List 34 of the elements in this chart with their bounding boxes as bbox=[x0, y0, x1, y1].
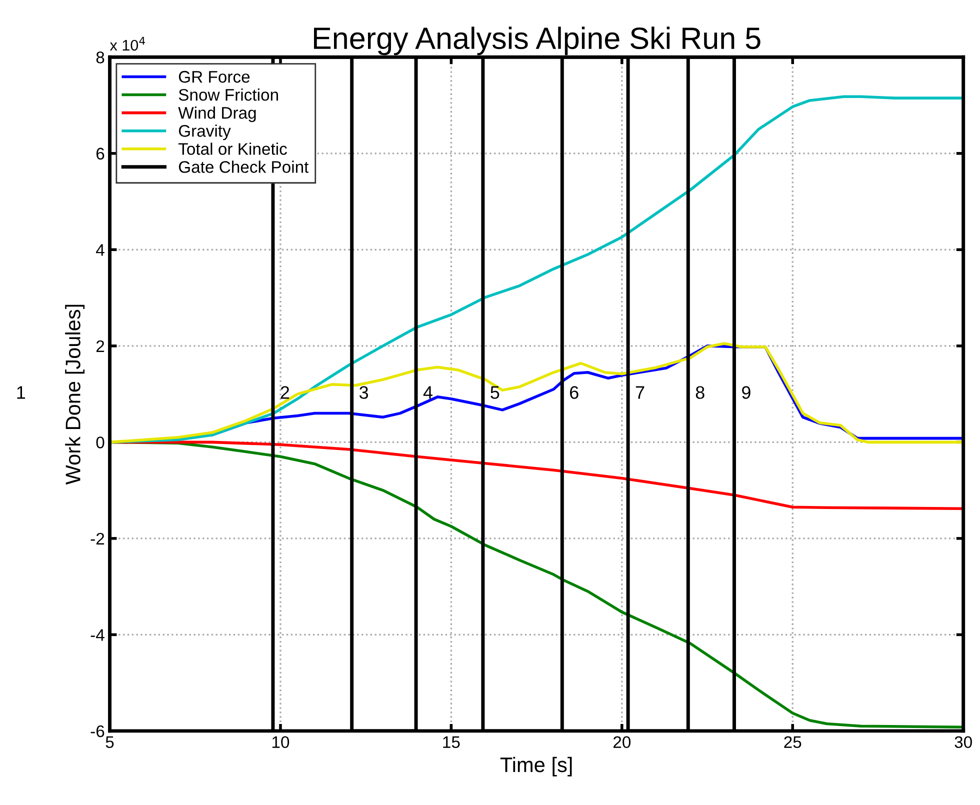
legend-label: Snow Friction bbox=[178, 88, 278, 101]
y-tick-label: 8 bbox=[96, 52, 104, 64]
y-axis-title: Work Done [Joules] bbox=[65, 304, 85, 485]
chart-title: Energy Analysis Alpine Ski Run 5 bbox=[314, 26, 760, 56]
y-tick-label: 2 bbox=[96, 340, 104, 352]
x-tick-label: 25 bbox=[784, 736, 802, 748]
x-tick-label: 20 bbox=[613, 736, 631, 748]
text: x 10$^{4}$ bbox=[110, 36, 145, 51]
legend-label: Total or Kinetic bbox=[178, 142, 287, 155]
y-tick-label: -2 bbox=[90, 532, 104, 544]
text: 1 bbox=[17, 386, 26, 399]
x-tick-label: 15 bbox=[443, 736, 460, 748]
annotation: 8 bbox=[696, 386, 704, 399]
annotation: 5 bbox=[490, 386, 500, 399]
y-tick-label: 0 bbox=[96, 436, 104, 448]
legend-label: Gate Check Point bbox=[178, 160, 309, 173]
line-series bbox=[110, 342, 964, 444]
y-tick-label: 4 bbox=[96, 244, 104, 256]
y-tick-label: 6 bbox=[96, 148, 104, 160]
annotation: 7 bbox=[636, 386, 644, 399]
legend-label: Gravity bbox=[178, 124, 231, 140]
annotation: 2 bbox=[280, 386, 290, 399]
legend-label: Wind Drag bbox=[178, 106, 256, 122]
annotation: 4 bbox=[423, 386, 432, 399]
x-axis-title: Time [s] bbox=[500, 756, 572, 776]
legend-label: GR Force bbox=[178, 70, 250, 83]
annotation: 6 bbox=[570, 386, 578, 399]
x-tick-label: 5 bbox=[106, 736, 114, 748]
x-tick-label: 30 bbox=[954, 736, 972, 748]
x-tick-label: 10 bbox=[272, 736, 290, 748]
y-tick-label: -4 bbox=[90, 629, 104, 641]
annotation: 3 bbox=[359, 386, 368, 399]
annotation: 9 bbox=[742, 386, 750, 399]
y-tick-label: -6 bbox=[90, 725, 104, 738]
